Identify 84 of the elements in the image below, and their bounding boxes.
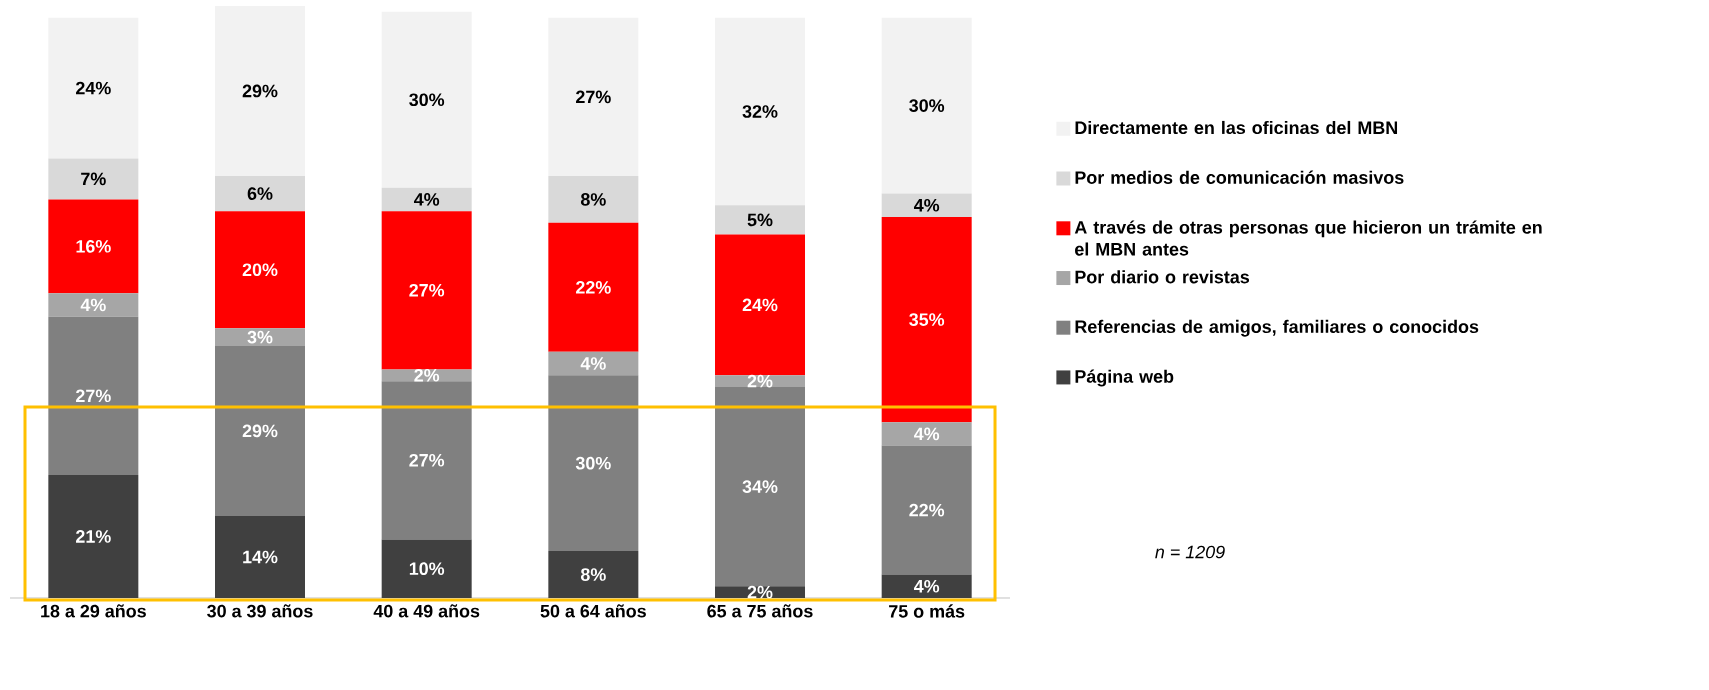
data-label: 29% (242, 424, 278, 438)
bar (548, 222, 639, 352)
data-label: 4% (914, 427, 940, 441)
bar (48, 158, 139, 200)
bar (715, 234, 806, 376)
bar (881, 445, 972, 575)
x-tick-label: 50 a 64 años (540, 604, 646, 618)
x-tick-label: 30 a 39 años (207, 604, 313, 618)
bar (548, 17, 639, 176)
data-label: 2% (747, 374, 773, 388)
data-label: 20% (242, 263, 278, 277)
data-label: 6% (247, 187, 273, 200)
bar (548, 175, 639, 223)
data-label: 30% (909, 99, 945, 112)
bar (215, 5, 305, 176)
bar (548, 375, 639, 552)
x-tick-label: 18 a 29 años (41, 604, 146, 618)
data-label: 4% (413, 193, 440, 206)
bar (215, 345, 305, 516)
bar (548, 551, 639, 598)
data-label: 10% (409, 562, 445, 576)
bar (381, 11, 472, 188)
data-label: 29% (242, 84, 278, 98)
data-label: 24% (742, 298, 778, 312)
data-label: 24% (76, 81, 111, 95)
legend-label: Por diario o revistas (1075, 270, 1250, 284)
legend-label: Referencias de amigos, familiares o conocidos (1075, 319, 1479, 337)
bar (881, 574, 972, 598)
text: n = 1209 (1155, 545, 1225, 559)
data-label: 21% (76, 530, 111, 543)
bar (48, 474, 139, 598)
x-tick-label: 40 a 49 años (373, 604, 480, 618)
data-label: 4% (914, 579, 940, 593)
data-label: 2% (747, 585, 773, 599)
data-label: 27% (76, 389, 111, 403)
data-label: 27% (409, 453, 445, 467)
bar (381, 211, 472, 370)
data-label: 14% (243, 550, 278, 564)
legend-label: Por medios de comunicación masivos (1075, 170, 1404, 184)
data-label: 16% (76, 239, 111, 253)
bar (215, 175, 305, 212)
data-label: 27% (576, 90, 611, 104)
bar (881, 422, 972, 446)
bar (48, 316, 139, 475)
bar (881, 217, 972, 423)
x-tick-label: 75 o más (889, 604, 965, 618)
legend-label: Directamente en las oficinas del MBN (1075, 120, 1398, 135)
bar (215, 328, 305, 346)
bar (715, 586, 806, 598)
data-label: 34% (742, 480, 778, 493)
bar (715, 386, 806, 587)
data-label: 4% (80, 298, 106, 312)
legend-label: Página web (1075, 369, 1174, 387)
data-label: 35% (909, 313, 945, 326)
bar (381, 187, 472, 212)
data-label: 22% (576, 281, 611, 294)
bar (881, 193, 972, 217)
data-label: 32% (742, 105, 778, 118)
data-label: 27% (409, 283, 445, 297)
data-label: 22% (909, 503, 945, 517)
bar (48, 199, 139, 294)
data-label: 30% (409, 93, 445, 107)
data-label: 8% (580, 568, 606, 581)
bar (215, 211, 305, 329)
data-label: 30% (575, 456, 611, 470)
data-label: 8% (580, 193, 606, 206)
bar (381, 539, 472, 598)
bar (715, 17, 806, 206)
data-label: 2% (414, 368, 440, 382)
data-label: 4% (580, 357, 606, 370)
bar (715, 205, 806, 235)
data-label: 7% (81, 172, 106, 186)
data-label: 4% (914, 198, 940, 212)
data-label: 5% (747, 213, 773, 227)
bar (215, 515, 305, 598)
bar (48, 17, 139, 159)
bar (715, 375, 806, 387)
bar (48, 293, 139, 317)
bar (881, 17, 972, 194)
bar (548, 351, 639, 376)
data-label: 3% (247, 330, 273, 344)
legend-label: A través de otras personas que hicieron un trámite en el MBN antes (1074, 220, 1542, 256)
bar (381, 381, 472, 540)
x-tick-label: 65 a 75 años (707, 604, 813, 618)
